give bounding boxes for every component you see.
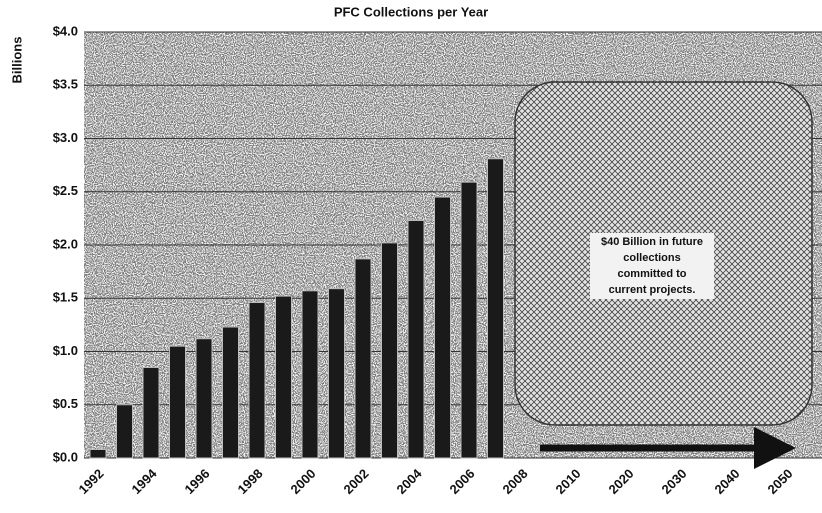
x-tick-label: 2030 [658,466,689,497]
y-tick-label: $3.0 [53,130,78,145]
x-tick-label: 1992 [75,466,106,497]
y-tick-label: $4.0 [53,23,78,38]
bar [407,220,425,459]
annotation-text: collections [623,252,680,264]
bars [89,158,504,459]
x-tick-label: 2006 [446,466,477,497]
bar [248,302,266,459]
y-tick-label: $2.5 [53,183,78,198]
bar [487,158,504,459]
bar [275,295,292,459]
x-tick-label: 2010 [552,466,583,497]
x-tick-label: 1996 [181,466,212,497]
x-tick-label: 2020 [605,466,636,497]
x-tick-label: 1998 [234,466,265,497]
x-tick-label: 2004 [393,465,425,497]
y-tick-label: $1.5 [53,290,78,305]
y-tick-label: $0.5 [53,396,78,411]
annotation-background [590,233,714,299]
annotation-text: committed to [617,268,686,280]
y-tick-label: $0.0 [53,449,78,464]
chart-title: PFC Collections per Year [334,4,488,19]
bar [354,258,372,459]
bar [169,345,186,459]
x-tick-label: 2050 [764,466,795,497]
bar [116,404,133,459]
annotation-text: current projects. [609,284,696,296]
x-tick-label: 2002 [340,466,371,497]
bar [381,242,398,459]
bar [460,181,478,459]
bar [301,290,319,459]
bar [222,326,239,459]
y-tick-label: $2.0 [53,236,78,251]
annotation-text: $40 Billion in future [601,236,703,248]
bar [142,366,160,459]
x-tick-label: 2040 [711,466,742,497]
annotation: $40 Billion in future collections committe… [601,236,703,296]
x-tick-label: 2000 [287,466,318,497]
bar [89,448,107,459]
x-tick-label: 2008 [499,466,530,497]
bar [434,196,451,459]
y-tick-label: $1.0 [53,343,78,358]
bar [195,338,213,459]
y-axis-label: Billions [9,37,24,84]
y-tick-label: $3.5 [53,77,78,92]
x-tick-label: 1994 [128,465,160,497]
bar [328,288,345,459]
